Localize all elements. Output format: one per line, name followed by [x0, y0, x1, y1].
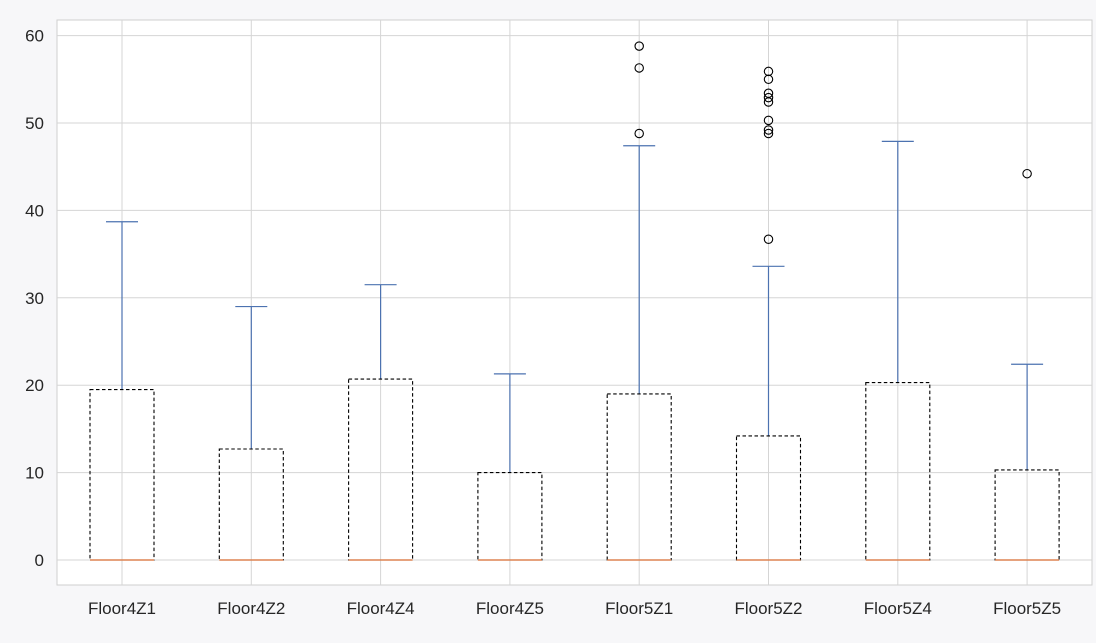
y-tick-label: 10	[25, 464, 44, 483]
outlier-point	[763, 125, 774, 135]
outlier-point	[763, 66, 774, 77]
y-tick-label: 50	[25, 114, 44, 133]
x-tick-label: Floor4Z2	[217, 599, 285, 618]
x-tick-label: Floor5Z5	[993, 599, 1061, 618]
x-tick-label: Floor5Z1	[605, 599, 673, 618]
box-Floor5Z4	[865, 140, 931, 561]
y-tick-label: 40	[25, 201, 44, 220]
box-body	[735, 435, 802, 561]
x-tick-label: Floor4Z4	[347, 599, 415, 618]
y-tick-label: 60	[25, 27, 44, 46]
outlier-point	[1022, 168, 1032, 179]
y-axis-ticks: 0 10 20 30 40 50 60	[25, 27, 44, 570]
outlier-point	[763, 234, 774, 244]
box-Floor4Z1	[89, 221, 155, 561]
outlier-point	[763, 88, 774, 99]
outlier-point	[763, 92, 774, 103]
y-tick-label: 0	[35, 551, 44, 570]
outlier-point	[634, 41, 644, 51]
box-body	[606, 393, 672, 561]
x-axis-ticks: Floor4Z1 Floor4Z2 Floor4Z4 Floor4Z5 Floor5Z1…	[88, 599, 1061, 618]
y-tick-label: 30	[25, 289, 44, 308]
x-tick-label: Floor4Z1	[88, 599, 156, 618]
outlier-point	[763, 128, 774, 139]
x-tick-label: Floor4Z5	[476, 599, 544, 618]
boxes	[89, 41, 1060, 561]
y-tick-label: 20	[25, 376, 44, 395]
box-Floor4Z2	[218, 305, 284, 561]
box-Floor4Z4	[348, 284, 414, 561]
outlier-point	[763, 115, 774, 126]
outlier-point	[634, 128, 644, 139]
x-tick-label: Floor5Z4	[864, 599, 932, 618]
plot-area	[56, 19, 1093, 586]
box-Floor5Z5	[994, 168, 1060, 561]
outlier-point	[634, 63, 644, 73]
x-tick-label: Floor5Z2	[734, 599, 802, 618]
box-Floor5Z1	[606, 41, 672, 561]
box-Floor4Z5	[477, 373, 543, 561]
box-Floor5Z2	[735, 66, 802, 561]
